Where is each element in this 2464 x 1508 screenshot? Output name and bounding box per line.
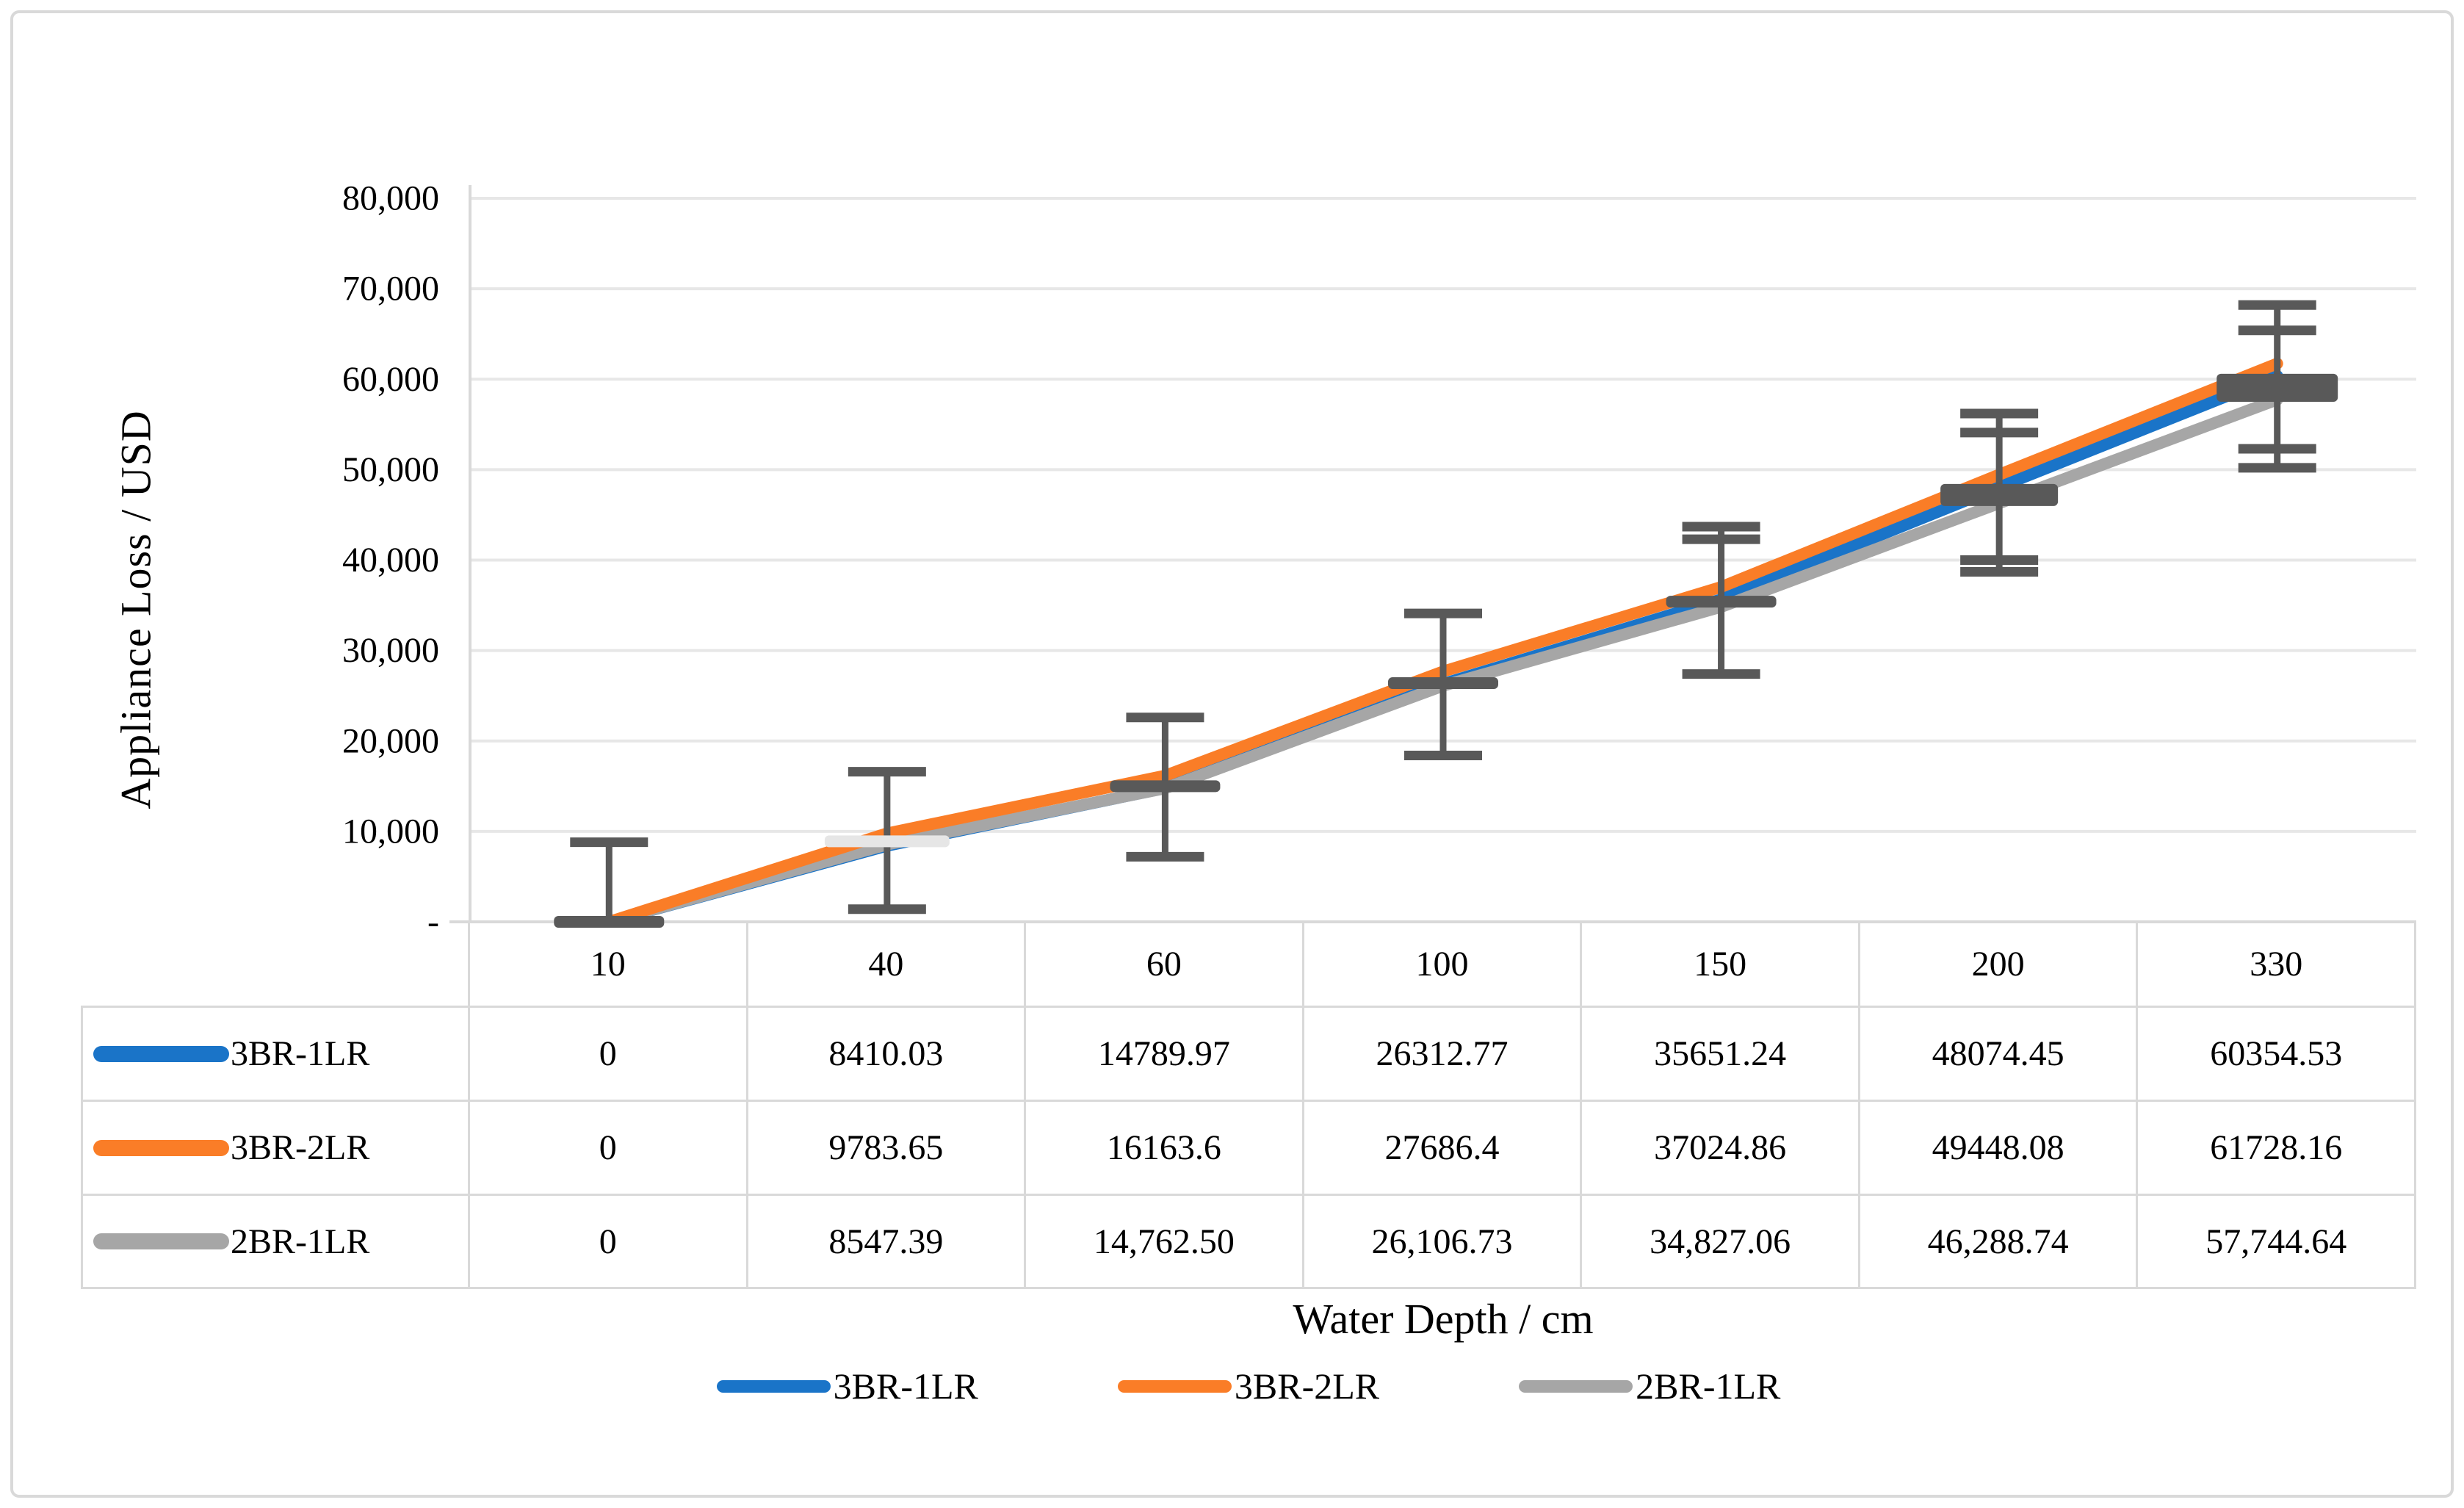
table-cell: 61728.16 bbox=[2138, 1102, 2416, 1196]
y-tick-label: 30,000 bbox=[342, 631, 439, 670]
data-point-marker bbox=[1666, 596, 1777, 608]
legend-key-line-3BR-1LR bbox=[716, 1379, 831, 1393]
x-tick-label: 330 bbox=[2138, 922, 2416, 1008]
table-cell: 34,827.06 bbox=[1582, 1196, 1860, 1289]
table-row-header: 2BR-1LR bbox=[81, 1196, 470, 1289]
table-cell: 46,288.74 bbox=[1860, 1196, 2139, 1289]
table-cell: 35651.24 bbox=[1582, 1008, 1860, 1102]
legend-key-line-2BR-1LR bbox=[1519, 1379, 1633, 1393]
table-cell: 48074.45 bbox=[1860, 1008, 2139, 1102]
y-tick-label: 20,000 bbox=[342, 721, 439, 760]
x-tick-label: 100 bbox=[1304, 922, 1583, 1008]
data-point-marker bbox=[824, 835, 950, 848]
table-cell: 27686.4 bbox=[1304, 1102, 1583, 1196]
data-point-marker bbox=[1940, 483, 2059, 506]
table-cell: 14,762.50 bbox=[1026, 1196, 1304, 1289]
table-cell: 26,106.73 bbox=[1304, 1196, 1583, 1289]
legend-key-line-3BR-2LR bbox=[1117, 1379, 1232, 1393]
x-tick-label: 40 bbox=[748, 922, 1027, 1008]
data-point-marker bbox=[554, 916, 665, 928]
y-tick-label: 60,000 bbox=[342, 360, 439, 399]
table-cell: 49448.08 bbox=[1860, 1102, 2139, 1196]
table-cell: 16163.6 bbox=[1026, 1102, 1304, 1196]
series-name: 2BR-1LR bbox=[231, 1222, 370, 1261]
table-cell: 0 bbox=[470, 1196, 748, 1289]
series-key-line-3BR-2LR bbox=[93, 1139, 229, 1156]
legend-label: 2BR-1LR bbox=[1636, 1366, 1781, 1407]
table-cell: 9783.65 bbox=[748, 1102, 1027, 1196]
legend-item-3BR-2LR: 3BR-2LR bbox=[1117, 1365, 1380, 1407]
table-cell: 0 bbox=[470, 1008, 748, 1102]
x-tick-label: 60 bbox=[1026, 922, 1304, 1008]
y-tick-label: 70,000 bbox=[342, 270, 439, 309]
data-point-marker bbox=[2216, 373, 2338, 403]
table-cell: 8547.39 bbox=[748, 1196, 1027, 1289]
data-table: 10 40 60 100 150 200 330 3BR-1LR 0 8410.… bbox=[81, 922, 2416, 1289]
figure-border bbox=[10, 10, 2454, 1498]
x-axis-title: Water Depth / cm bbox=[1293, 1295, 1594, 1343]
series-name: 3BR-2LR bbox=[231, 1128, 370, 1167]
table-cell: 0 bbox=[470, 1102, 748, 1196]
table-row-header: 3BR-1LR bbox=[81, 1008, 470, 1102]
x-tick-label: 10 bbox=[470, 922, 748, 1008]
table-row-header: 3BR-2LR bbox=[81, 1102, 470, 1196]
table-cell: 60354.53 bbox=[2138, 1008, 2416, 1102]
y-axis-title: Appliance Loss / USD bbox=[112, 410, 160, 809]
y-tick-label: 50,000 bbox=[342, 450, 439, 489]
data-point-marker bbox=[1388, 677, 1498, 689]
y-tick-label: 40,000 bbox=[342, 541, 439, 580]
data-point-marker bbox=[1110, 780, 1221, 793]
series-name: 3BR-1LR bbox=[231, 1034, 370, 1073]
table-cell: 8410.03 bbox=[748, 1008, 1027, 1102]
x-tick-label: 200 bbox=[1860, 922, 2139, 1008]
y-tick-label: 10,000 bbox=[342, 812, 439, 851]
table-cell: 57,744.64 bbox=[2138, 1196, 2416, 1289]
y-tick-label: 80,000 bbox=[342, 179, 439, 218]
chart-legend: 3BR-1LR 3BR-2LR 2BR-1LR bbox=[81, 1365, 2416, 1407]
series-key-line-3BR-1LR bbox=[93, 1045, 229, 1062]
y-tick-label: - bbox=[427, 903, 439, 942]
legend-item-3BR-1LR: 3BR-1LR bbox=[716, 1365, 978, 1407]
table-cell: 37024.86 bbox=[1582, 1102, 1860, 1196]
table-corner-cell bbox=[81, 922, 470, 1008]
series-key-line-2BR-1LR bbox=[93, 1233, 229, 1249]
table-cell: 26312.77 bbox=[1304, 1008, 1583, 1102]
legend-label: 3BR-1LR bbox=[833, 1366, 978, 1407]
legend-label: 3BR-2LR bbox=[1234, 1366, 1380, 1407]
x-tick-label: 150 bbox=[1582, 922, 1860, 1008]
table-cell: 14789.97 bbox=[1026, 1008, 1304, 1102]
legend-item-2BR-1LR: 2BR-1LR bbox=[1519, 1365, 1780, 1407]
